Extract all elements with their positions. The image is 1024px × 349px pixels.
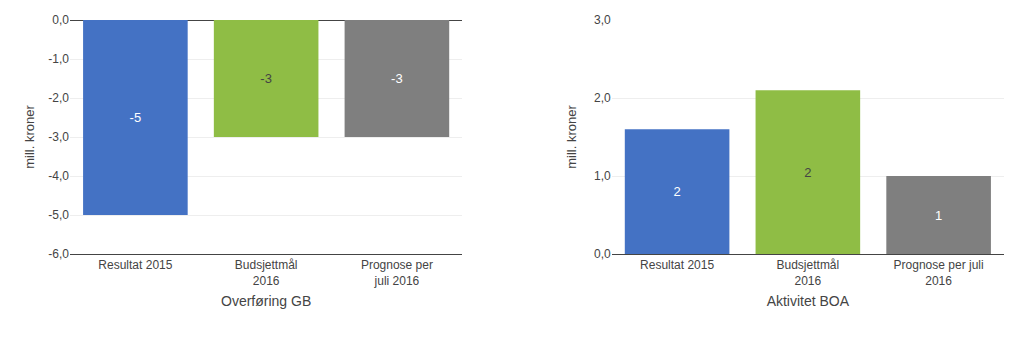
svg-text:-3: -3 [391, 71, 403, 86]
svg-text:-5: -5 [130, 110, 142, 125]
svg-text:mill. kroner: mill. kroner [22, 105, 37, 169]
svg-text:2: 2 [804, 165, 811, 180]
svg-text:2: 2 [673, 184, 680, 199]
svg-text:Overføring GB: Overføring GB [221, 293, 311, 309]
svg-text:Prognose perjuli 2016: Prognose perjuli 2016 [361, 258, 433, 288]
svg-text:-6,0: -6,0 [48, 247, 69, 261]
svg-text:0,0: 0,0 [52, 13, 69, 27]
svg-text:Prognose per juli2016: Prognose per juli2016 [894, 258, 984, 288]
svg-text:Resultat 2015: Resultat 2015 [98, 258, 172, 272]
svg-text:1,0: 1,0 [594, 169, 611, 183]
svg-text:-3,0: -3,0 [48, 130, 69, 144]
svg-text:-2,0: -2,0 [48, 91, 69, 105]
svg-text:-5,0: -5,0 [48, 208, 69, 222]
svg-text:Budsjettmål2016: Budsjettmål2016 [777, 258, 840, 288]
svg-text:-4,0: -4,0 [48, 169, 69, 183]
svg-text:mill. kroner: mill. kroner [564, 105, 579, 169]
svg-text:-3: -3 [260, 71, 272, 86]
svg-text:3,0: 3,0 [594, 13, 611, 27]
svg-text:Aktivitet BOA: Aktivitet BOA [767, 293, 850, 309]
svg-text:1: 1 [935, 208, 942, 223]
svg-text:0,0: 0,0 [594, 247, 611, 261]
svg-text:2,0: 2,0 [594, 91, 611, 105]
svg-text:Budsjettmål2016: Budsjettmål2016 [235, 258, 298, 288]
svg-text:-1,0: -1,0 [48, 52, 69, 66]
svg-text:Resultat 2015: Resultat 2015 [640, 258, 714, 272]
